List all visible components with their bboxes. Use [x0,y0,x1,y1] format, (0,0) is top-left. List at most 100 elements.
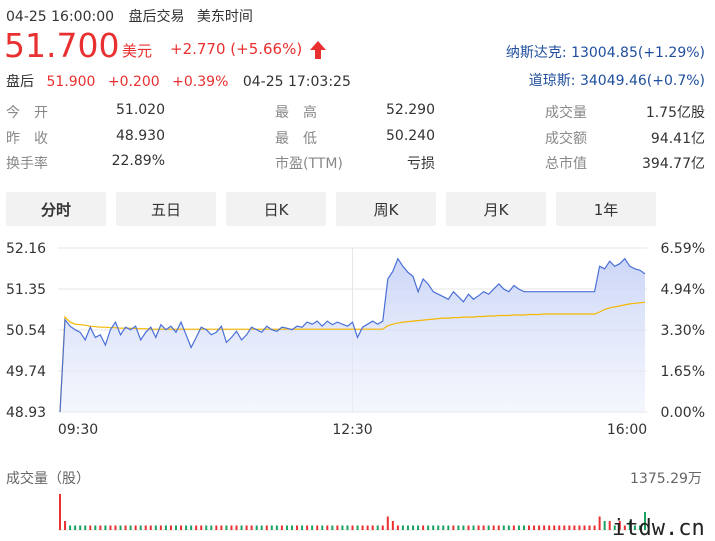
tab-five-day[interactable]: 五日 [116,192,216,226]
volume-bar [74,525,77,530]
volume-bar [422,525,425,530]
volume-bar [59,494,61,530]
x-tick-label: 12:30 [332,422,372,438]
tab-intraday[interactable]: 分时 [6,192,106,226]
volume-bar [351,525,354,530]
x-axis-time: 09:30 12:30 16:00 [58,422,647,438]
session-label: 盘后交易 [128,9,185,25]
volume-bar [467,525,470,530]
volume-bar [502,525,505,530]
volume-bar [578,525,581,530]
volume-bar [558,525,561,530]
stat-label: 最 低 [275,131,317,147]
volume-bar [124,525,127,530]
volume-bar [406,525,409,530]
tab-weekly-k[interactable]: 周K [336,192,436,226]
volume-bar [427,525,430,530]
volume-bar [331,525,334,530]
volume-bar [512,525,515,530]
volume-bar [89,525,92,530]
y-axis-price: 52.16 51.35 50.54 49.74 48.93 [6,241,46,421]
volume-bar [477,525,480,530]
stat-label: 市盈(TTM) [275,156,343,172]
after-hours-label: 盘后 [6,74,34,90]
price-line [59,257,646,413]
volume-bar [280,525,283,530]
after-hours-row: 盘后 51.900 +0.200 +0.39% 04-25 17:03:25 [6,71,351,91]
volume-bar [321,525,324,530]
volume-bar [119,525,122,530]
volume-bar [361,525,364,530]
tab-one-year[interactable]: 1年 [556,192,656,226]
y-pct-tick-label: 1.65% [661,364,705,380]
index-nasdaq[interactable]: 纳斯达克: 13004.85(+1.29%) [506,42,705,62]
volume-bar [306,525,309,530]
tab-daily-k[interactable]: 日K [226,192,326,226]
volume-bar [205,525,208,530]
volume-bar [200,525,203,530]
quote-datetime: 04-25 16:00:00 [6,9,115,25]
volume-bar [346,525,349,530]
volume-bar [472,525,475,530]
volume-bar [391,521,394,530]
stat-label: 最 高 [275,105,317,121]
stat-label: 今 开 [6,105,48,121]
volume-bar [180,525,183,530]
stat-volume: 1.75亿股 [645,105,705,121]
volume-bar [290,525,293,530]
volume-bar [79,525,82,530]
volume-bar [190,525,193,530]
tab-monthly-k[interactable]: 月K [446,192,546,226]
y-pct-tick-label: 4.94% [661,282,705,298]
volume-bar [452,525,455,530]
volume-bar [412,525,415,530]
volume-bar [608,521,611,530]
watermark: itdw.cn [612,516,705,541]
volume-bar [568,525,571,530]
currency-label: 美元 [122,42,153,60]
y-tick-label: 49.74 [6,364,46,380]
volume-bar [195,525,198,530]
volume-bar [356,525,359,530]
volume-bar [447,525,450,530]
volume-chart[interactable] [0,488,715,539]
volume-max: 1375.29万 [630,471,702,487]
stat-amount: 94.41亿 [650,131,705,147]
volume-bar [144,525,147,530]
volume-bar [628,521,631,530]
after-hours-change: +0.200 [107,74,160,90]
volume-bar [386,516,389,530]
index-value: 34049.46(+0.7%) [579,73,705,89]
volume-bar [149,525,152,530]
volume-bar [603,521,606,530]
volume-bar [301,525,304,530]
volume-bars [59,494,646,530]
y-tick-label: 51.35 [6,282,46,298]
stat-label: 换手率 [6,156,48,172]
after-hours-time: 04-25 17:03:25 [242,74,351,90]
volume-bar [296,525,299,530]
index-value: 13004.85(+1.29%) [571,45,705,61]
volume-bar [588,525,591,530]
volume-bar [260,525,263,530]
volume-bar [517,525,520,530]
volume-bar [139,525,142,530]
volume-bar [341,525,344,530]
volume-bar [487,525,490,530]
volume-bar [366,525,369,530]
volume-bar [104,525,107,530]
index-name: 道琼斯: [528,73,576,89]
index-dow[interactable]: 道琼斯: 34049.46(+0.7%) [529,70,705,90]
volume-bar [185,525,188,530]
volume-bar [528,525,531,530]
volume-bar [638,525,641,530]
price-chart[interactable]: 52.16 51.35 50.54 49.74 48.93 6.59% 4.94% 3.30… [0,236,715,466]
stat-low: 50.240 [386,128,435,144]
volume-bar [316,525,319,530]
volume-bar [69,525,72,530]
after-hours-pct: +0.39% [172,74,229,90]
volume-bar [159,525,162,530]
volume-bar [538,525,541,530]
header-bar: 04-25 16:00:00 盘后交易 美东时间 [6,6,253,26]
volume-bar [533,525,536,530]
